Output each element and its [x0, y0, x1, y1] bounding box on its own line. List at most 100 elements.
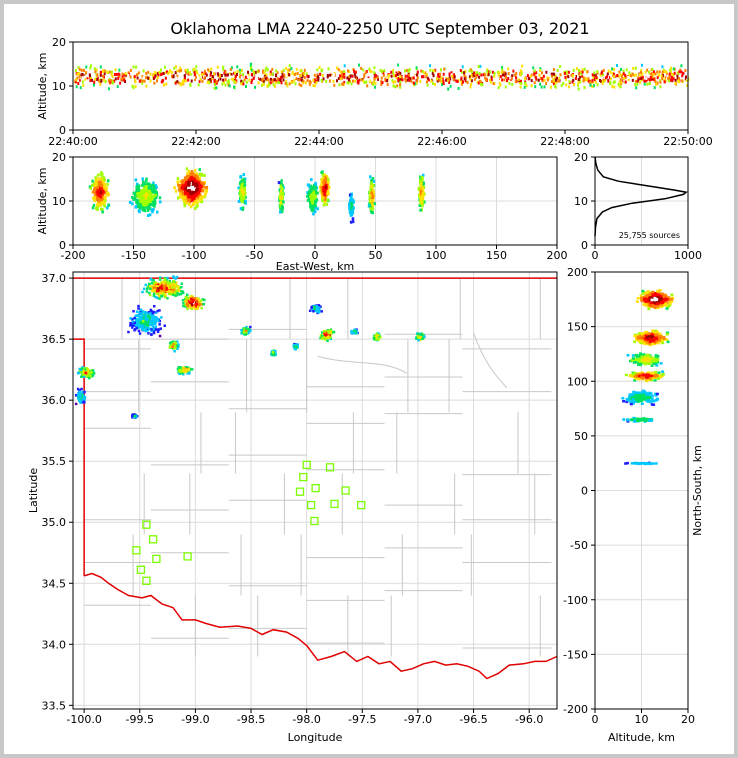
source-point [533, 81, 536, 85]
source-point [295, 77, 298, 81]
source-point [506, 79, 508, 82]
source-point [158, 70, 161, 74]
source-point [77, 82, 80, 85]
source-point [106, 182, 109, 186]
source-point [477, 65, 480, 68]
source-point [373, 71, 376, 75]
source-point [241, 186, 245, 190]
source-point [178, 69, 181, 73]
source-point [157, 289, 161, 293]
source-point [616, 74, 619, 77]
source-point [282, 68, 285, 72]
source-point [275, 69, 278, 73]
source-point [624, 76, 627, 80]
source-point [182, 187, 185, 191]
source-point [186, 190, 189, 194]
source-point [149, 287, 152, 290]
source-point [547, 76, 550, 80]
source-point [247, 331, 251, 334]
source-point [371, 199, 375, 202]
source-point [184, 366, 188, 369]
source-point [442, 82, 445, 86]
source-point [152, 282, 155, 285]
source-point [152, 279, 155, 282]
source-point [681, 74, 684, 78]
source-point [530, 84, 533, 88]
source-point [323, 175, 327, 179]
source-point [430, 79, 433, 83]
x-tick-label: -96.5 [459, 713, 487, 726]
source-point [247, 328, 250, 331]
source-point [390, 70, 393, 74]
source-point [380, 80, 383, 84]
x-tick-label: -99.5 [126, 713, 154, 726]
source-point [290, 80, 293, 84]
source-point [96, 78, 99, 81]
source-point [176, 368, 180, 371]
source-point [140, 312, 143, 316]
source-point [309, 201, 312, 205]
source-point [243, 180, 247, 184]
source-point [313, 199, 317, 203]
source-point [374, 85, 376, 89]
source-point [186, 172, 190, 175]
source-point [338, 83, 341, 87]
source-point [208, 69, 211, 73]
source-point [440, 80, 443, 84]
source-point [156, 309, 159, 313]
source-point [188, 175, 191, 179]
source-point [425, 73, 428, 77]
source-point [158, 278, 162, 281]
source-point [521, 64, 524, 68]
source-point [146, 182, 149, 186]
source-point [259, 77, 262, 81]
y-tick-label: 37.0 [42, 272, 67, 285]
source-point [406, 78, 409, 82]
source-point [118, 68, 121, 72]
source-point [132, 191, 135, 195]
source-point [198, 168, 201, 172]
source-point [323, 332, 326, 335]
source-point [104, 80, 107, 84]
source-point [150, 328, 153, 331]
source-point [142, 205, 145, 209]
source-point [199, 183, 202, 187]
source-point [314, 206, 318, 210]
source-point [572, 78, 575, 82]
source-point [639, 76, 642, 80]
source-point [159, 327, 162, 330]
source-point [224, 83, 227, 87]
source-point [639, 80, 642, 84]
source-point [188, 305, 192, 309]
source-point [116, 76, 119, 80]
source-point [556, 68, 559, 72]
source-point [446, 79, 449, 83]
source-point [293, 75, 296, 79]
source-point [551, 74, 553, 78]
source-point [78, 389, 81, 392]
source-point [400, 75, 403, 79]
source-point [233, 80, 236, 84]
source-point [581, 68, 584, 72]
source-point [166, 276, 169, 280]
source-point [145, 84, 148, 88]
source-point [141, 208, 145, 212]
source-point [311, 205, 315, 209]
source-point [635, 73, 638, 77]
source-point [217, 78, 220, 82]
source-point [318, 65, 321, 69]
source-point [355, 331, 359, 335]
source-point [398, 71, 400, 74]
source-point [619, 78, 622, 82]
source-point [234, 77, 237, 81]
source-point [184, 299, 187, 303]
source-point [242, 72, 245, 76]
source-point [316, 68, 319, 72]
source-point [205, 73, 208, 77]
source-point [213, 86, 216, 90]
source-point [99, 65, 102, 69]
source-point [636, 80, 639, 84]
state-border-line [83, 572, 558, 680]
source-point [641, 72, 644, 76]
source-point [306, 198, 310, 202]
